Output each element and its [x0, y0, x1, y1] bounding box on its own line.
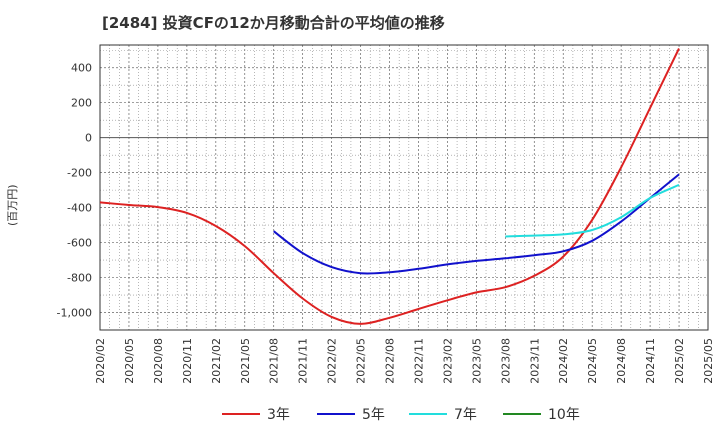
x-tick-label: 2021/02	[210, 338, 223, 384]
x-tick-label: 2022/02	[326, 338, 339, 384]
series-line-3	[505, 183, 680, 238]
x-tick-label: 2022/08	[384, 338, 397, 384]
legend-label-4: 10年	[548, 407, 580, 423]
x-tick-label: 2023/05	[470, 338, 483, 384]
x-tick-label: 2021/11	[297, 338, 310, 384]
x-tick-label: 2023/11	[528, 338, 541, 384]
x-tick-label: 2022/05	[355, 338, 368, 384]
x-tick-label: 2022/11	[412, 338, 425, 384]
series-line-1	[99, 48, 680, 325]
legend-label-3: 7年	[454, 407, 477, 423]
y-tick-label: 200	[71, 97, 92, 110]
x-tick-label: 2024/02	[557, 338, 570, 384]
y-tick-label: -400	[67, 202, 92, 215]
x-tick-label: 2024/05	[586, 338, 599, 384]
y-tick-label: 400	[71, 62, 92, 75]
x-tick-label: 2023/02	[441, 338, 454, 384]
x-tick-label: 2025/05	[702, 338, 715, 384]
x-tick-label: 2025/02	[673, 338, 686, 384]
x-tick-label: 2020/08	[152, 338, 165, 384]
chart-title: [2484] 投資CFの12か月移動合計の平均値の推移	[102, 14, 445, 32]
x-tick-label: 2024/11	[644, 338, 657, 384]
y-tick-label: 0	[85, 132, 92, 145]
plot-frame	[99, 44, 709, 331]
series-line-2	[273, 173, 680, 275]
legend-label-1: 3年	[267, 407, 290, 423]
y-tick-label: -1,000	[57, 307, 92, 320]
y-tick-label: -600	[67, 237, 92, 250]
legend-label-2: 5年	[362, 407, 385, 423]
x-tick-label: 2024/08	[615, 338, 628, 384]
x-tick-label: 2021/05	[239, 338, 252, 384]
y-tick-label: -200	[67, 167, 92, 180]
x-tick-label: 2023/08	[499, 338, 512, 384]
y-tick-label: -800	[67, 272, 92, 285]
x-tick-label: 2020/11	[181, 338, 194, 384]
x-tick-label: 2020/05	[123, 338, 136, 384]
x-tick-label: 2021/08	[268, 338, 281, 384]
x-tick-label: 2020/02	[94, 338, 107, 384]
